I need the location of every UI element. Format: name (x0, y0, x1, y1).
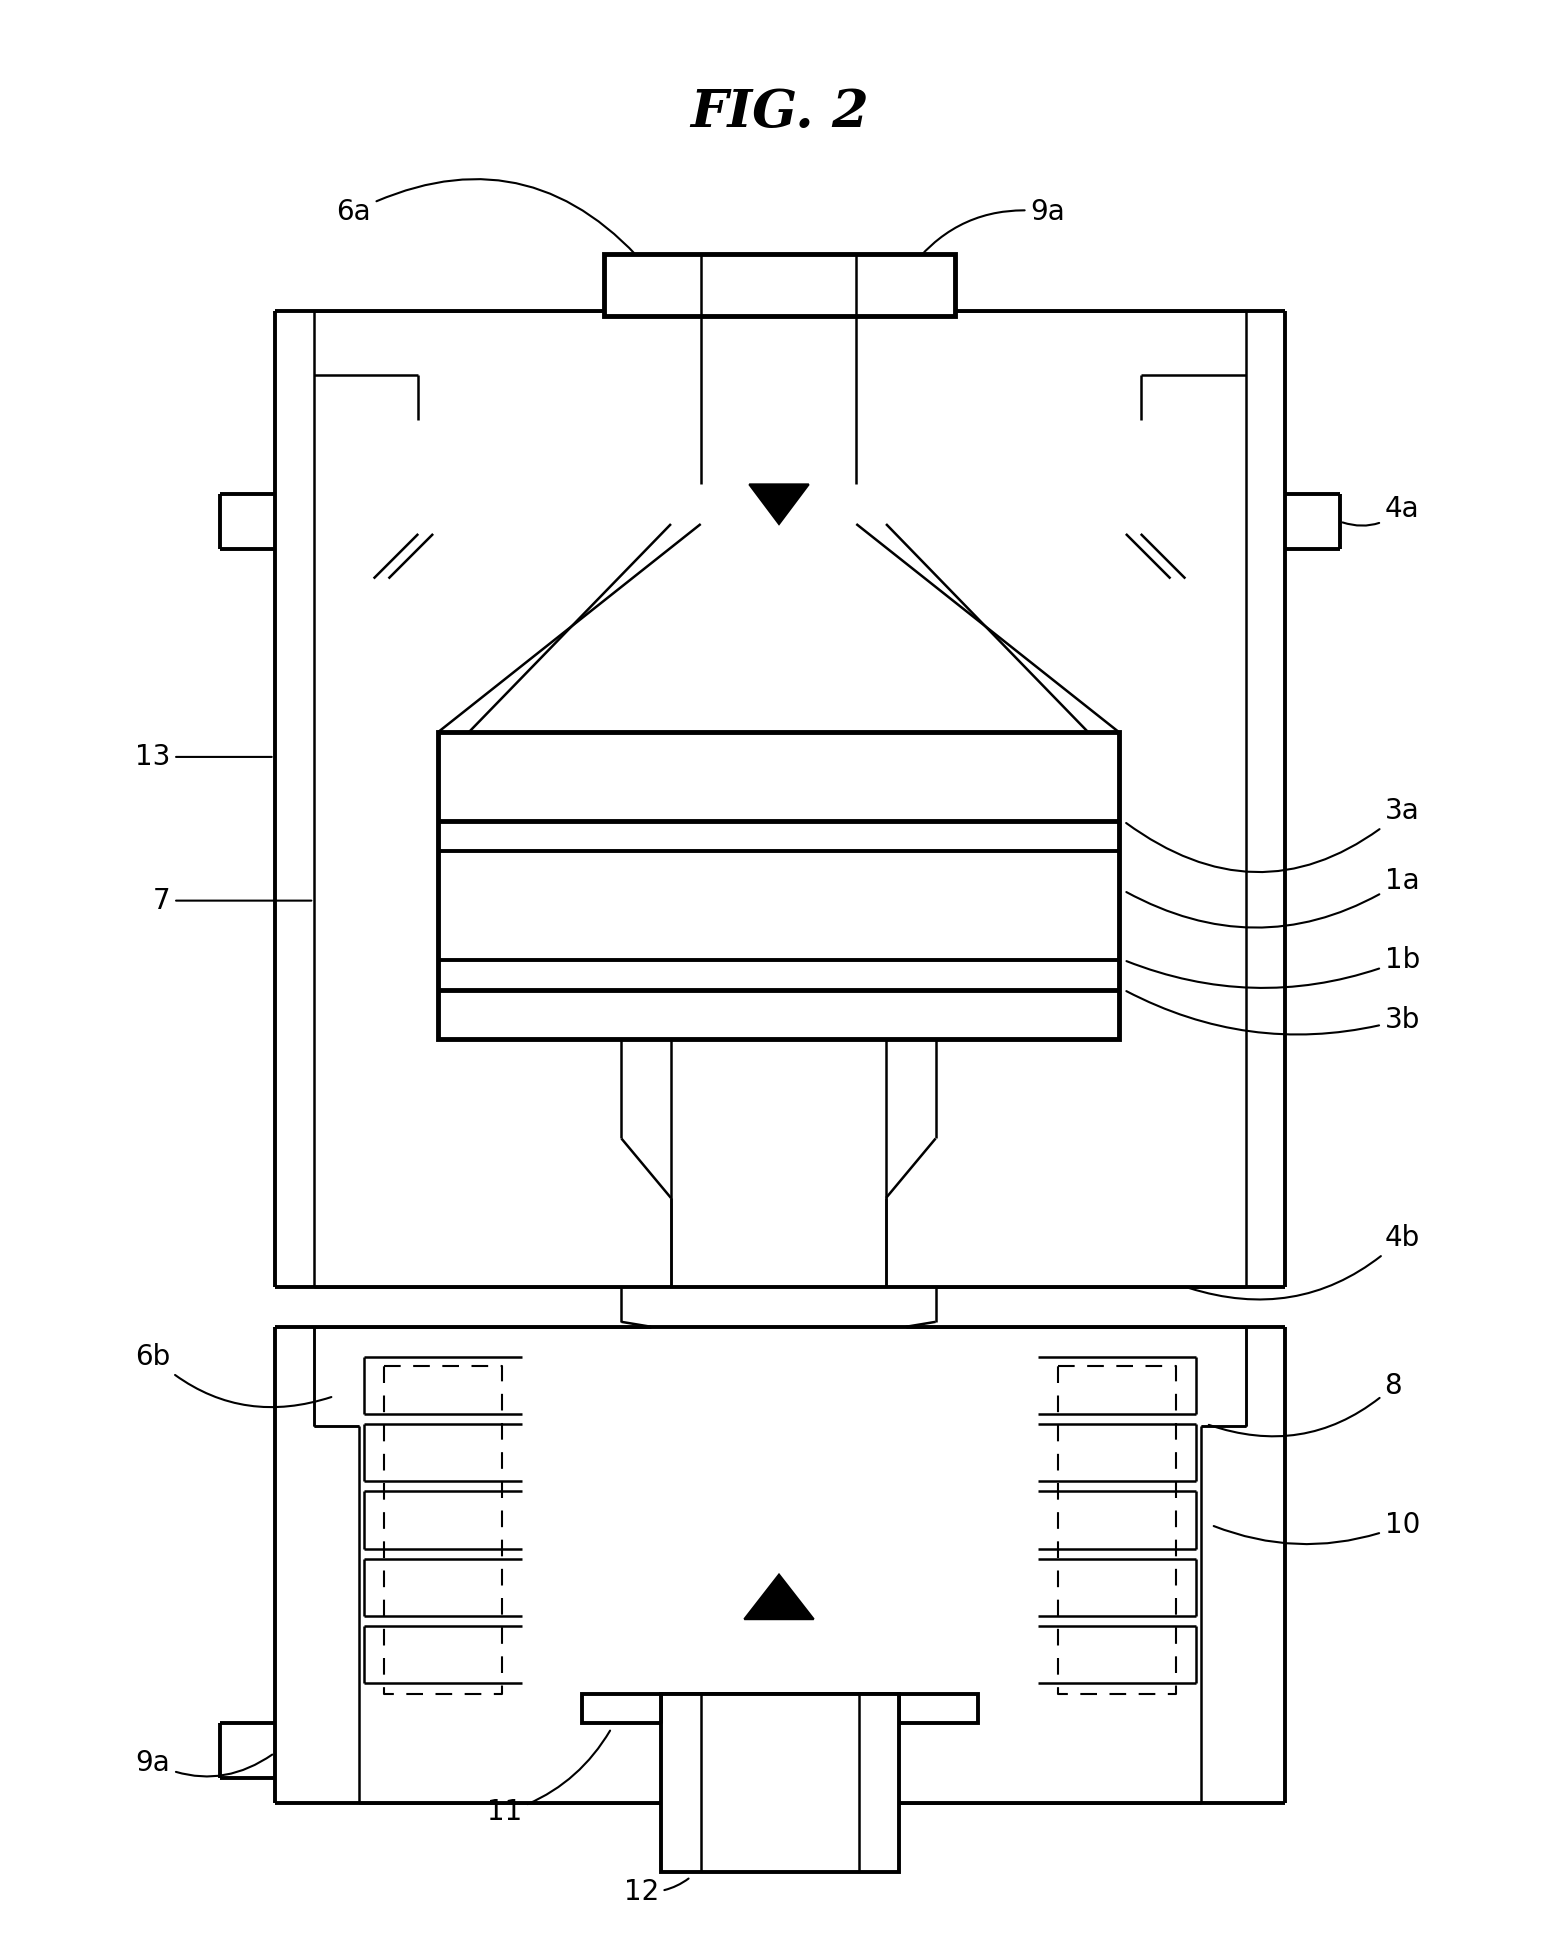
Text: 8: 8 (1208, 1372, 1402, 1436)
Text: 9a: 9a (907, 198, 1065, 272)
Bar (661, 1693, 900, 1871)
Text: FIG. 2: FIG. 2 (691, 87, 870, 138)
Text: 3a: 3a (1126, 798, 1419, 872)
Text: 1b: 1b (1127, 945, 1420, 988)
Text: 10: 10 (1214, 1510, 1420, 1545)
Text: 3b: 3b (1126, 992, 1420, 1035)
Text: 9a: 9a (136, 1749, 273, 1776)
Bar (438, 732, 1119, 1038)
Text: 4b: 4b (1190, 1223, 1420, 1299)
Text: 4a: 4a (1342, 495, 1419, 526)
Bar (603, 254, 956, 316)
Text: 6b: 6b (136, 1343, 332, 1407)
Polygon shape (750, 485, 809, 524)
Bar (582, 1693, 977, 1724)
Text: 1a: 1a (1126, 868, 1419, 928)
Text: 13: 13 (136, 743, 271, 771)
Text: 7: 7 (153, 887, 312, 914)
Polygon shape (744, 1574, 814, 1619)
Text: 11: 11 (486, 1731, 610, 1826)
Text: 12: 12 (624, 1877, 689, 1906)
Text: 6a: 6a (337, 179, 652, 272)
